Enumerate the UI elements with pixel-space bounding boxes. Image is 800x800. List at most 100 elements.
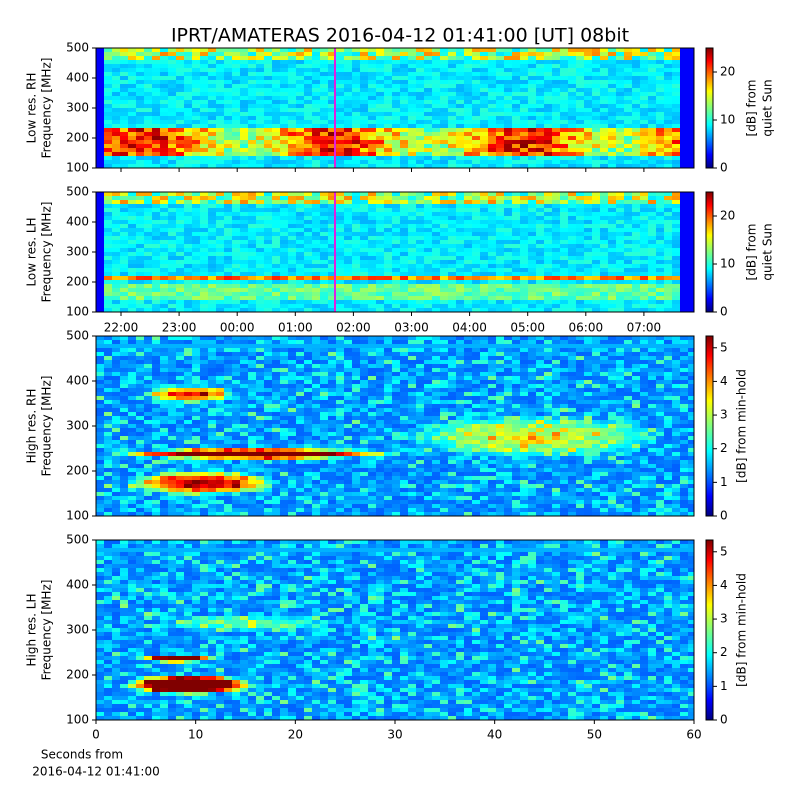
spectrogram-cell bbox=[200, 216, 208, 220]
spectrogram-cell bbox=[400, 116, 408, 120]
spectrogram-cell bbox=[192, 272, 200, 276]
spectrogram-cell bbox=[680, 252, 688, 256]
spectrogram-cell bbox=[672, 308, 680, 312]
spectrogram-cell bbox=[496, 284, 504, 288]
spectrogram-cell bbox=[376, 296, 384, 300]
spectrogram-cell bbox=[344, 192, 352, 196]
spectrogram-cell bbox=[352, 48, 360, 52]
spectrogram-cell bbox=[480, 208, 488, 212]
spectrogram-cell bbox=[176, 68, 184, 72]
spectrogram-cell bbox=[104, 356, 112, 360]
spectrogram-cell bbox=[216, 352, 224, 356]
spectrogram-cell bbox=[448, 156, 456, 160]
spectrogram-cell bbox=[336, 224, 344, 228]
spectrogram-cell bbox=[488, 248, 496, 252]
spectrogram-cell bbox=[128, 344, 136, 348]
spectrogram-cell bbox=[352, 116, 360, 120]
spectrogram-cell bbox=[392, 256, 400, 260]
spectrogram-cell bbox=[640, 152, 648, 156]
spectrogram-cell bbox=[488, 148, 496, 152]
spectrogram-cell bbox=[288, 244, 296, 248]
spectrogram-cell bbox=[120, 216, 128, 220]
spectrogram-cell bbox=[600, 156, 608, 160]
spectrogram-cell bbox=[400, 156, 408, 160]
spectrogram-cell bbox=[288, 344, 296, 348]
spectrogram-cell bbox=[152, 264, 160, 268]
spectrogram-cell bbox=[464, 108, 472, 112]
spectrogram-cell bbox=[424, 240, 432, 244]
spectrogram-cell bbox=[256, 132, 264, 136]
spectrogram-cell bbox=[584, 252, 592, 256]
spectrogram-cell bbox=[656, 76, 664, 80]
spectrogram-cell bbox=[664, 200, 672, 204]
spectrogram-cell bbox=[464, 192, 472, 196]
spectrogram-cell bbox=[288, 156, 296, 160]
spectrogram-cell bbox=[544, 88, 552, 92]
spectrogram-cell bbox=[576, 116, 584, 120]
spectrogram-cell bbox=[336, 88, 344, 92]
spectrogram-cell bbox=[520, 292, 528, 296]
spectrogram-cell bbox=[112, 72, 120, 76]
spectrogram-cell bbox=[560, 116, 568, 120]
spectrogram-cell bbox=[352, 268, 360, 272]
spectrogram-cell bbox=[392, 248, 400, 252]
spectrogram-cell bbox=[288, 60, 296, 64]
spectrogram-cell bbox=[368, 60, 376, 64]
spectrogram-cell bbox=[112, 96, 120, 100]
spectrogram-cell bbox=[528, 260, 536, 264]
spectrogram-cell bbox=[504, 68, 512, 72]
spectrogram-cell bbox=[400, 240, 408, 244]
spectrogram-cell bbox=[264, 304, 272, 308]
spectrogram-cell bbox=[504, 88, 512, 92]
spectrogram-cell bbox=[104, 88, 112, 92]
spectrogram-cell bbox=[664, 344, 672, 348]
spectrogram-cell bbox=[464, 264, 472, 268]
spectrogram-cell bbox=[288, 232, 296, 236]
spectrogram-cell bbox=[544, 268, 552, 272]
spectrogram-cell bbox=[632, 156, 640, 160]
spectrogram-cell bbox=[216, 272, 224, 276]
spectrogram-cell bbox=[688, 100, 694, 104]
spectrogram-cell bbox=[392, 112, 400, 116]
spectrogram-cell bbox=[488, 120, 496, 124]
spectrogram-cell bbox=[488, 348, 496, 352]
spectrogram-cell bbox=[176, 116, 184, 120]
spectrogram-cell bbox=[200, 252, 208, 256]
spectrogram-cell bbox=[472, 224, 480, 228]
spectrogram-cell bbox=[392, 68, 400, 72]
spectrogram-cell bbox=[248, 148, 256, 152]
spectrogram-cell bbox=[120, 144, 128, 148]
spectrogram-cell bbox=[360, 236, 368, 240]
spectrogram-cell bbox=[688, 232, 694, 236]
spectrogram-cell bbox=[256, 68, 264, 72]
spectrogram-cell bbox=[512, 92, 520, 96]
spectrogram-cell bbox=[144, 104, 152, 108]
spectrogram-cell bbox=[512, 128, 520, 132]
spectrogram-cell bbox=[320, 240, 328, 244]
spectrogram-cell bbox=[472, 108, 480, 112]
spectrogram-cell bbox=[104, 208, 112, 212]
spectrogram-cell bbox=[152, 192, 160, 196]
spectrogram-cell bbox=[112, 276, 120, 280]
spectrogram-cell bbox=[600, 296, 608, 300]
spectrogram-cell bbox=[96, 60, 104, 64]
spectrogram-cell bbox=[672, 248, 680, 252]
spectrogram-cell bbox=[192, 144, 200, 148]
spectrogram-cell bbox=[608, 120, 616, 124]
spectrogram-cell bbox=[96, 236, 104, 240]
spectrogram-cell bbox=[296, 228, 304, 232]
spectrogram-cell bbox=[312, 216, 320, 220]
spectrogram-cell bbox=[496, 296, 504, 300]
spectrogram-cell bbox=[552, 152, 560, 156]
spectrogram-cell bbox=[224, 340, 232, 344]
spectrogram-cell bbox=[640, 292, 648, 296]
spectrogram-cell bbox=[584, 76, 592, 80]
spectrogram-cell bbox=[216, 52, 224, 56]
spectrogram-cell bbox=[560, 340, 568, 344]
spectrogram-cell bbox=[456, 236, 464, 240]
spectrogram-cell bbox=[536, 52, 544, 56]
spectrogram-cell bbox=[136, 68, 144, 72]
spectrogram-cell bbox=[336, 264, 344, 268]
spectrogram-cell bbox=[536, 292, 544, 296]
spectrogram-cell bbox=[192, 92, 200, 96]
